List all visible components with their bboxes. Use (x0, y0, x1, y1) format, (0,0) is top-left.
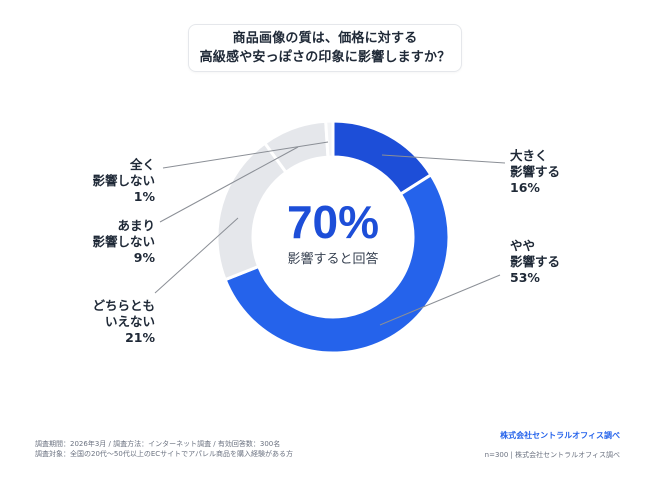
label-text: 全く (129, 157, 155, 172)
label-percentage: 53% (510, 270, 540, 285)
label-text: あまり (117, 218, 155, 233)
slice-no-effect (324, 119, 335, 159)
leader-line-strong (381, 154, 506, 164)
label-percentage: 16% (510, 180, 540, 195)
label-text: 大きく (510, 148, 548, 163)
center-caption: 影響すると回答 (287, 252, 379, 267)
slice-somewhat-affects (223, 172, 451, 355)
label-text: 影響する (510, 164, 561, 179)
donut-slices (215, 119, 451, 355)
label-text: 影響する (510, 254, 561, 269)
label-no-effect: 全く 影響しない 1% (35, 157, 155, 205)
leader-lines (154, 141, 506, 326)
leader-line-neutral (154, 217, 239, 294)
chart-title-box: 商品画像の質は、価格に対する 高級感や安っぽさの印象に影響しますか？ (188, 24, 462, 72)
chart-title-line-1: 商品画像の質は、価格に対する (232, 31, 418, 46)
label-text: やや (510, 238, 536, 253)
label-neutral: どちらとも いえない 21% (35, 298, 155, 346)
survey-period-text: 調査期間：2026年3月 / 調査方法：インターネット調査 / 有効回答数：30… (35, 440, 281, 448)
leader-line-little (159, 146, 299, 223)
label-text: どちらとも (92, 298, 155, 313)
label-text: いえない (104, 314, 155, 329)
leader-line-some (379, 274, 501, 326)
label-percentage: 1% (133, 189, 155, 204)
survey-footnote: 調査期間：2026年3月 / 調査方法：インターネット調査 / 有効回答数：30… (35, 439, 293, 459)
label-little-effect: あまり 影響しない 9% (35, 218, 155, 266)
chart-title-line-2: 高級感や安っぽさの印象に影響しますか？ (199, 50, 451, 65)
label-text: 影響しない (92, 173, 155, 188)
label-percentage: 21% (125, 330, 155, 345)
label-percentage: 9% (133, 250, 155, 265)
label-somewhat-affects: やや 影響する 53% (510, 238, 630, 286)
survey-target-text: 調査対象：全国の20代〜50代以上のECサイトでアパレル商品を購入経験がある方 (35, 450, 293, 458)
leader-line-none (162, 141, 329, 169)
sample-size-credit: n=300 | 株式会社セントラルオフィス調べ (484, 451, 620, 459)
center-percentage: 70% (286, 196, 380, 248)
source-credit: 株式会社セントラルオフィス調べ (500, 431, 620, 440)
label-strongly-affects: 大きく 影響する 16% (510, 148, 630, 196)
label-text: 影響しない (92, 234, 155, 249)
